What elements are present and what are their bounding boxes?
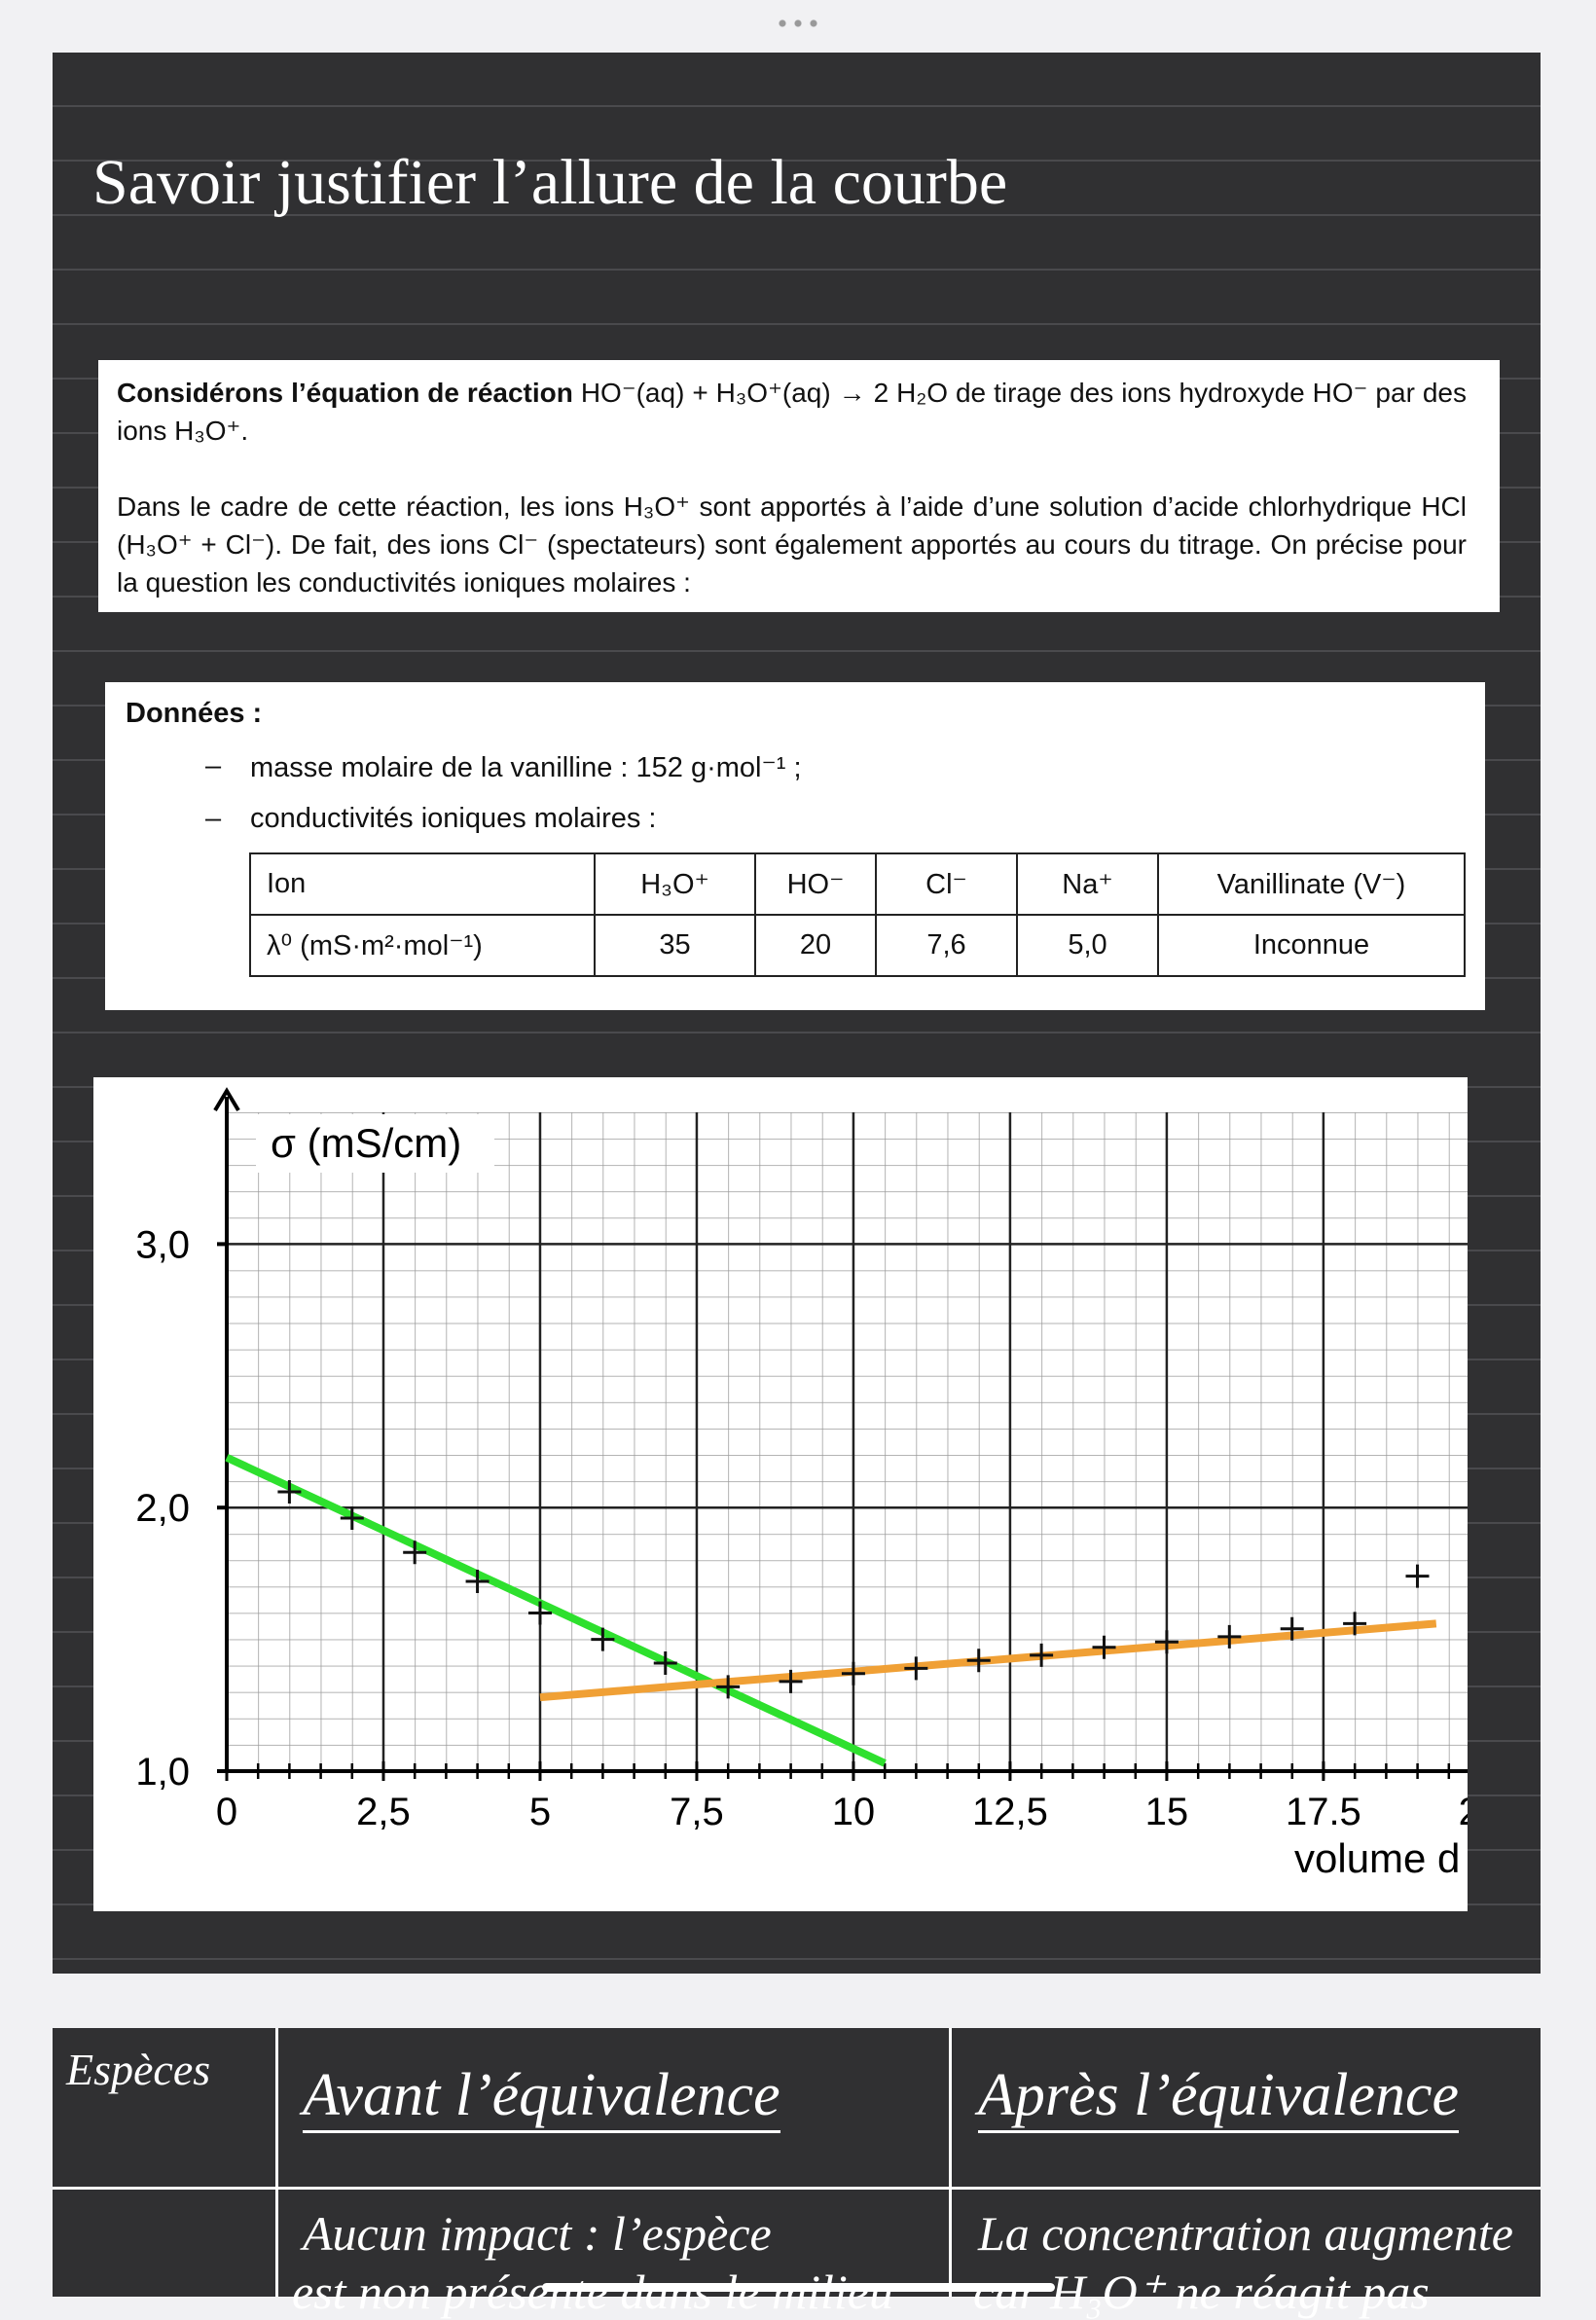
cell: H₃O⁺	[594, 852, 756, 916]
data-point	[1154, 1630, 1179, 1654]
data-item: conductivités ioniques molaires :	[250, 803, 657, 834]
data-item: masse molaire de la vanilline : 152 g·mo…	[250, 752, 802, 783]
data-point	[403, 1541, 427, 1565]
notes-header: Avant l’équivalence	[303, 2061, 780, 2133]
page-title: Savoir justifier l’allure de la courbe	[92, 147, 1008, 218]
note-text: est non présente dans le milieu	[292, 2265, 893, 2319]
y-tick-label: 2,0	[135, 1487, 190, 1530]
data-box: Données : – masse molaire de la vanillin…	[105, 682, 1485, 1010]
data-point	[779, 1669, 803, 1693]
label-bg	[256, 1114, 494, 1173]
cell: Inconnue	[1157, 914, 1466, 977]
y-tick-label: 1,0	[135, 1751, 190, 1794]
cell: Na⁺	[1016, 852, 1159, 916]
data-point	[1405, 1564, 1430, 1588]
cell: 20	[754, 914, 877, 977]
row-line	[53, 2187, 1541, 2190]
note-text: car H₃O⁺ ne réagit pas	[973, 2265, 1430, 2319]
cell: 5,0	[1016, 914, 1159, 977]
more-dots[interactable]	[775, 19, 821, 27]
x-tick-label: 17.5	[1286, 1791, 1361, 1833]
notes-header: Espèces	[66, 2045, 211, 2094]
data-point	[904, 1656, 928, 1681]
y-axis-label: σ (mS/cm)	[271, 1120, 461, 1166]
notes-panel	[53, 2028, 1541, 2297]
y-axis-arrow	[213, 1087, 240, 1112]
data-point	[1343, 1612, 1367, 1636]
intro-text: HO⁻(aq) + H₃O⁺(aq) → 2 H₂O de tirage des…	[117, 378, 1467, 446]
data-point	[465, 1570, 490, 1594]
column-line	[949, 2028, 952, 2297]
home-indicator	[542, 2283, 1055, 2292]
intro-box: Considérons l’équation de réaction HO⁻(a…	[98, 360, 1500, 612]
column-line	[275, 2028, 278, 2297]
x-tick-label: 15	[1145, 1791, 1189, 1833]
x-tick-label: 0	[216, 1791, 237, 1833]
data-point	[966, 1649, 991, 1673]
data-point	[841, 1661, 865, 1686]
cell: 35	[594, 914, 756, 977]
cell: 7,6	[875, 914, 1018, 977]
dash: –	[205, 750, 222, 781]
data-point	[1030, 1643, 1054, 1667]
y-tick-label: 3,0	[135, 1223, 190, 1266]
x-tick-label: 12,5	[972, 1791, 1048, 1833]
fit-line	[225, 1454, 887, 1767]
minor-grid	[227, 1112, 1468, 1771]
cell: Ion	[249, 852, 596, 916]
x-tick-label: 10	[832, 1791, 876, 1833]
x-tick-label: 2,5	[356, 1791, 411, 1833]
data-point	[1092, 1635, 1116, 1659]
chart: 0 2,5 5 7,5 10 12,5 15 17.5 20 1,0 2,0 3,0 σ (mS/cm)…	[93, 1077, 1468, 1911]
data-point	[340, 1506, 364, 1531]
cell: HO⁻	[754, 852, 877, 916]
data-point	[653, 1650, 677, 1675]
data-point	[527, 1601, 552, 1625]
data-point	[1280, 1616, 1304, 1641]
intro-paragraph: Dans le cadre de cette réaction, les ion…	[117, 491, 1467, 598]
cell: Cl⁻	[875, 852, 1018, 916]
notes-header: Après l’équivalence	[978, 2061, 1460, 2133]
cell: λ⁰ (mS·m²·mol⁻¹)	[249, 914, 596, 977]
data-point	[591, 1627, 615, 1651]
intro-paragraph: Considérons l’équation de réaction HO⁻(a…	[117, 374, 1467, 450]
label-bg	[1286, 1836, 1468, 1890]
x-axis-label: volume d	[1294, 1835, 1460, 1881]
intro-lead: Considérons l’équation de réaction	[117, 378, 573, 408]
note-text: La concentration augmente	[978, 2206, 1513, 2261]
data-point	[277, 1479, 302, 1504]
x-tick-label: 7,5	[670, 1791, 724, 1833]
conductivity-table: Ion H₃O⁺ HO⁻ Cl⁻ Na⁺ Vanillinate (V⁻) λ⁰ (mS·…	[249, 852, 1466, 977]
dash: –	[205, 803, 222, 834]
x-tick-label: 20	[1459, 1791, 1468, 1833]
cell: Vanillinate (V⁻)	[1157, 852, 1466, 916]
data-point	[1217, 1624, 1242, 1649]
data-heading: Données :	[126, 698, 263, 729]
note-text: Aucun impact : l’espèce	[303, 2206, 772, 2261]
x-tick-label: 5	[529, 1791, 551, 1833]
data-point	[716, 1675, 741, 1699]
